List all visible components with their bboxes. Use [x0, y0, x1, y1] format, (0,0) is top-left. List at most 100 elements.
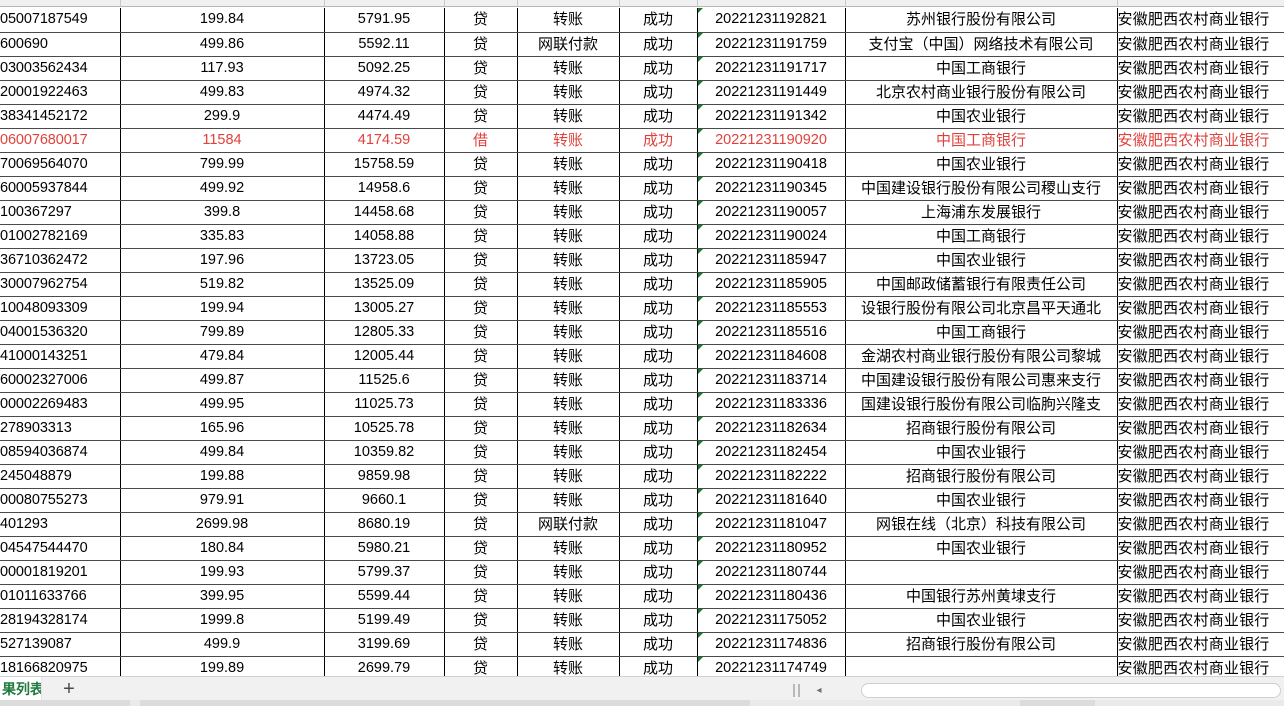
table-row[interactable]: 20001922463 499.83 4974.32 贷转账 成功 20221231191…: [0, 80, 1284, 105]
cell-amount[interactable]: 335.83: [120, 224, 325, 249]
cell-timestamp[interactable]: 20221231182454: [697, 440, 846, 465]
cell-channel[interactable]: 转账: [517, 392, 620, 417]
cell-owner_bank[interactable]: 安徽肥西农村商业银行: [1117, 464, 1284, 489]
cell-owner_bank[interactable]: 安徽肥西农村商业银行: [1117, 368, 1284, 393]
table-row[interactable]: 01002782169 335.83 14058.88 贷转账 成功 2022123119…: [0, 224, 1284, 249]
cell-direction[interactable]: 贷: [444, 416, 518, 441]
cell-counterparty[interactable]: 中国农业银行: [845, 536, 1118, 561]
table-row[interactable]: 00001819201 199.93 5799.37 贷转账 成功 20221231180…: [0, 560, 1284, 585]
cell-counterparty[interactable]: 网银在线（北京）科技有限公司: [845, 512, 1118, 537]
cell-account[interactable]: 01002782169: [0, 224, 121, 249]
cell-timestamp[interactable]: 20221231180436: [697, 584, 846, 609]
cell-direction[interactable]: 贷: [444, 152, 518, 177]
cell-balance[interactable]: 5092.25: [324, 56, 445, 81]
scroll-track[interactable]: [861, 683, 1281, 698]
cell-account[interactable]: 600690: [0, 32, 121, 57]
cell-direction[interactable]: 贷: [444, 560, 518, 585]
cell-timestamp[interactable]: 20221231184608: [697, 344, 846, 369]
cell-status[interactable]: 成功: [619, 296, 698, 321]
table-row[interactable]: 01011633766 399.95 5599.44 贷转账 成功 20221231180…: [0, 584, 1284, 609]
cell-counterparty[interactable]: 中国农业银行: [845, 488, 1118, 513]
cell-channel[interactable]: 转账: [517, 104, 620, 129]
table-row[interactable]: 00080755273 979.91 9660.1 贷转账 成功 202212311816…: [0, 488, 1284, 513]
cell-direction[interactable]: 贷: [444, 80, 518, 105]
cell-status[interactable]: 成功: [619, 128, 698, 153]
cell-direction[interactable]: 贷: [444, 488, 518, 513]
cell-balance[interactable]: 2699.79: [324, 656, 445, 676]
cell-status[interactable]: 成功: [619, 656, 698, 676]
cell-owner_bank[interactable]: 安徽肥西农村商业银行: [1117, 560, 1284, 585]
cell-channel[interactable]: 转账: [517, 416, 620, 441]
cell-timestamp[interactable]: 20221231192821: [697, 8, 846, 33]
cell-timestamp[interactable]: 20221231190418: [697, 152, 846, 177]
cell-timestamp[interactable]: 20221231174836: [697, 632, 846, 657]
table-row[interactable]: 60005937844 499.92 14958.6 贷转账 成功 20221231190…: [0, 176, 1284, 201]
cell-channel[interactable]: 转账: [517, 608, 620, 633]
cell-status[interactable]: 成功: [619, 632, 698, 657]
cell-status[interactable]: 成功: [619, 608, 698, 633]
cell-owner_bank[interactable]: 安徽肥西农村商业银行: [1117, 584, 1284, 609]
cell-status[interactable]: 成功: [619, 8, 698, 33]
cell-account[interactable]: 05007187549: [0, 8, 121, 33]
cell-account[interactable]: 01011633766: [0, 584, 121, 609]
cell-status[interactable]: 成功: [619, 248, 698, 273]
cell-channel[interactable]: 转账: [517, 536, 620, 561]
table-row[interactable]: 05007187549 199.84 5791.95 贷转账 成功 20221231192…: [0, 8, 1284, 33]
cell-status[interactable]: 成功: [619, 392, 698, 417]
cell-counterparty[interactable]: 中国建设银行股份有限公司惠来支行: [845, 368, 1118, 393]
cell-channel[interactable]: 转账: [517, 344, 620, 369]
cell-balance[interactable]: 5599.44: [324, 584, 445, 609]
cell-counterparty[interactable]: [845, 560, 1118, 585]
cell-status[interactable]: 成功: [619, 80, 698, 105]
scroll-thumb[interactable]: [864, 685, 1164, 696]
cell-amount[interactable]: 1999.8: [120, 608, 325, 633]
cell-counterparty[interactable]: 中国农业银行: [845, 104, 1118, 129]
cell-amount[interactable]: 499.84: [120, 440, 325, 465]
table-row[interactable]: 36710362472 197.96 13723.05 贷转账 成功 2022123118…: [0, 248, 1284, 273]
cell-balance[interactable]: 5592.11: [324, 32, 445, 57]
cell-direction[interactable]: 贷: [444, 296, 518, 321]
cell-status[interactable]: 成功: [619, 320, 698, 345]
cell-timestamp[interactable]: 20221231191342: [697, 104, 846, 129]
cell-channel[interactable]: 转账: [517, 248, 620, 273]
cell-account[interactable]: 41000143251: [0, 344, 121, 369]
cell-amount[interactable]: 499.83: [120, 80, 325, 105]
table-row[interactable]: 527139087 499.9 3199.69 贷转账 成功 20221231174836…: [0, 632, 1284, 657]
cell-channel[interactable]: 转账: [517, 560, 620, 585]
cell-owner_bank[interactable]: 安徽肥西农村商业银行: [1117, 536, 1284, 561]
cell-direction[interactable]: 贷: [444, 464, 518, 489]
cell-amount[interactable]: 799.99: [120, 152, 325, 177]
cell-timestamp[interactable]: 20221231190024: [697, 224, 846, 249]
cell-timestamp[interactable]: 20221231180952: [697, 536, 846, 561]
cell-channel[interactable]: 转账: [517, 464, 620, 489]
cell-counterparty[interactable]: 国建设银行股份有限公司临朐兴隆支: [845, 392, 1118, 417]
cell-balance[interactable]: 14058.88: [324, 224, 445, 249]
cell-owner_bank[interactable]: 安徽肥西农村商业银行: [1117, 656, 1284, 676]
cell-owner_bank[interactable]: 安徽肥西农村商业银行: [1117, 104, 1284, 129]
cell-owner_bank[interactable]: 安徽肥西农村商业银行: [1117, 392, 1284, 417]
cell-direction[interactable]: 贷: [444, 8, 518, 33]
cell-balance[interactable]: 13525.09: [324, 272, 445, 297]
cell-balance[interactable]: 3199.69: [324, 632, 445, 657]
cell-timestamp[interactable]: 20221231175052: [697, 608, 846, 633]
cell-amount[interactable]: 199.94: [120, 296, 325, 321]
cell-direction[interactable]: 贷: [444, 608, 518, 633]
cell-channel[interactable]: 转账: [517, 440, 620, 465]
cell-counterparty[interactable]: 中国邮政储蓄银行有限责任公司: [845, 272, 1118, 297]
cell-balance[interactable]: 8680.19: [324, 512, 445, 537]
cell-account[interactable]: 00001819201: [0, 560, 121, 585]
cell-channel[interactable]: 转账: [517, 80, 620, 105]
cell-counterparty[interactable]: 中国农业银行: [845, 248, 1118, 273]
cell-balance[interactable]: 10359.82: [324, 440, 445, 465]
cell-owner_bank[interactable]: 安徽肥西农村商业银行: [1117, 176, 1284, 201]
cell-account[interactable]: 527139087: [0, 632, 121, 657]
cell-direction[interactable]: 贷: [444, 224, 518, 249]
cell-timestamp[interactable]: 20221231181640: [697, 488, 846, 513]
table-row[interactable]: 08594036874 499.84 10359.82 贷转账 成功 2022123118…: [0, 440, 1284, 465]
cell-channel[interactable]: 网联付款: [517, 32, 620, 57]
cell-account[interactable]: 06007680017: [0, 128, 121, 153]
cell-owner_bank[interactable]: 安徽肥西农村商业银行: [1117, 296, 1284, 321]
cell-owner_bank[interactable]: 安徽肥西农村商业银行: [1117, 8, 1284, 33]
cell-timestamp[interactable]: 20221231190920: [697, 128, 846, 153]
cell-direction[interactable]: 贷: [444, 536, 518, 561]
